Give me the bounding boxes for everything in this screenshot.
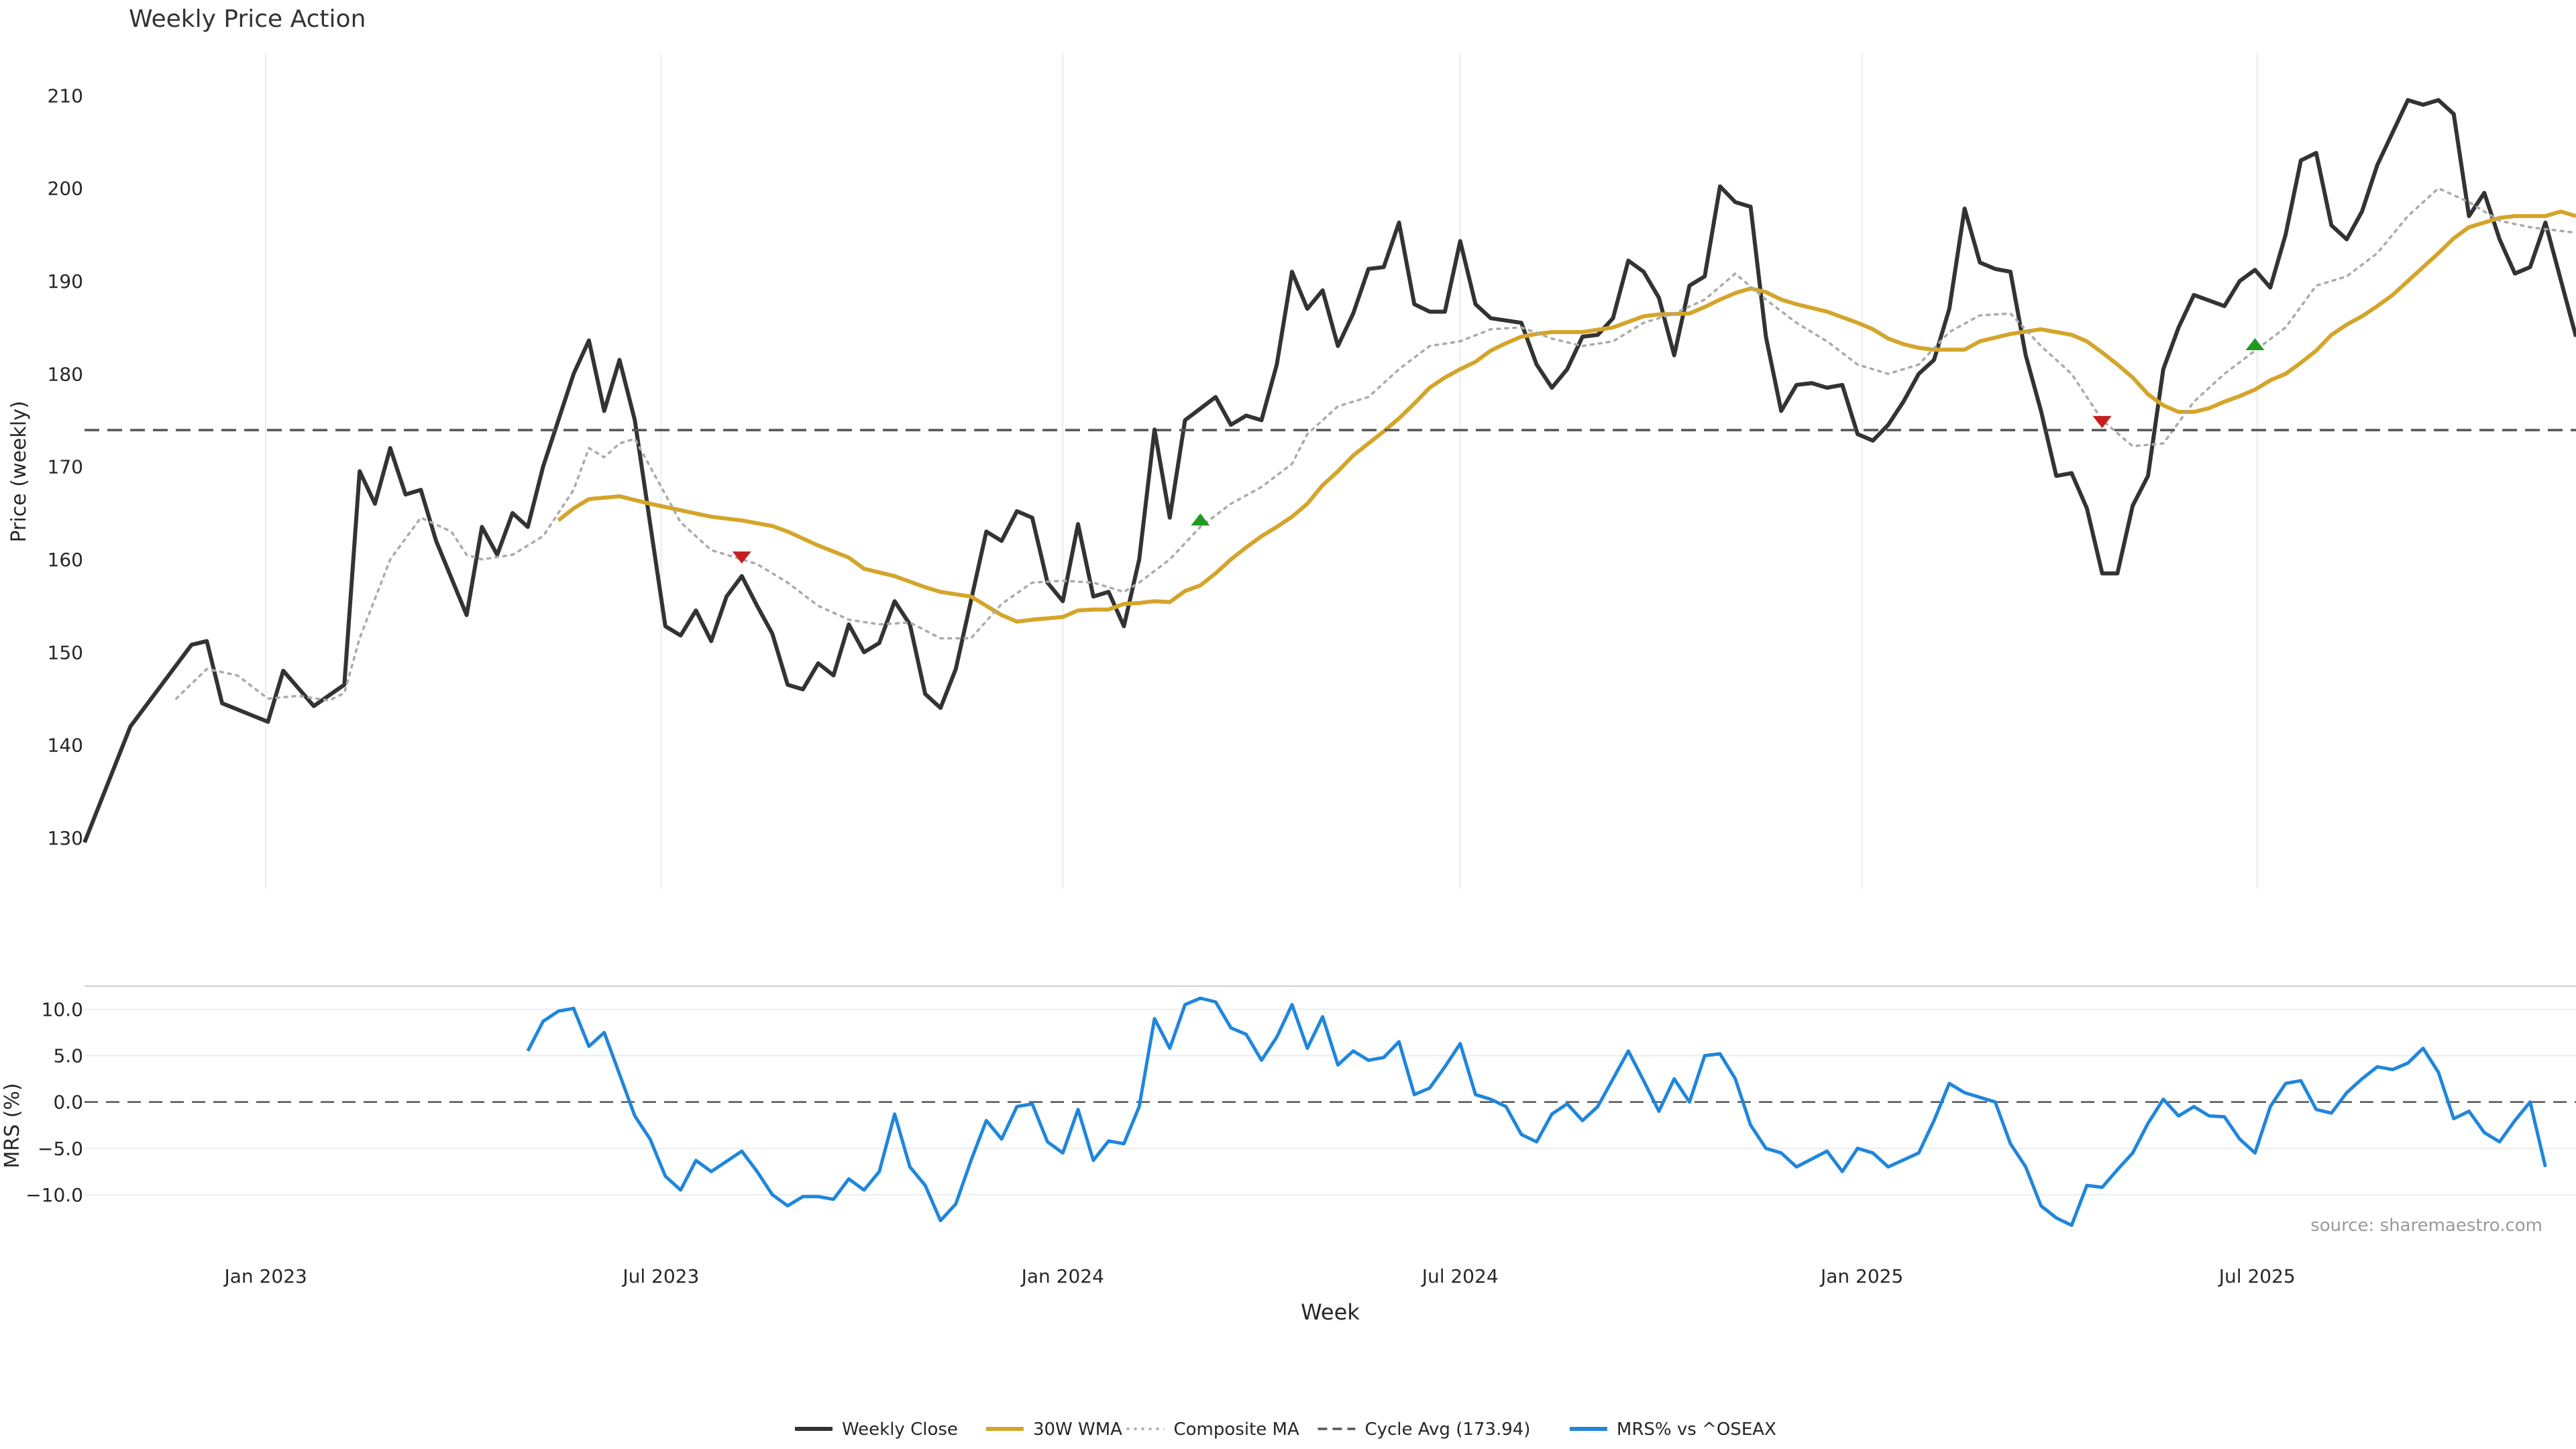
legend-label-composite-ma: Composite MA [1174,1419,1299,1440]
signal-markers [732,337,2265,564]
legend-entry-cycle-avg-173-94: Cycle Avg (173.94) [1318,1419,1530,1440]
series-30w-wma [557,209,2576,624]
buy-signal-marker-1 [1191,513,1210,526]
mrs-y-tick-0: 10.0 [42,999,83,1021]
x-tick-jan-2023: Jan 2023 [223,1265,307,1287]
price-y-tick-160: 160 [48,549,83,571]
price-y-tick-180: 180 [48,363,83,385]
mrs-y-tick-2: 0.0 [53,1091,83,1114]
chart-title: Weekly Price Action [129,5,366,33]
x-tick-jul-2025: Jul 2025 [2218,1265,2296,1287]
legend-entry-composite-ma: Composite MA [1126,1419,1299,1440]
mrs-gridlines [85,985,2576,1195]
x-tick-jul-2024: Jul 2024 [1421,1265,1499,1287]
x-tick-jan-2024: Jan 2024 [1020,1265,1104,1287]
price-y-ticks: 130 140 150 160 170 180 190 200 210 [48,85,83,849]
mrs-y-ticks: 10.0 5.0 0.0 −5.0 −10.0 [25,999,83,1206]
x-tick-jul-2023: Jul 2023 [621,1265,699,1287]
legend-label-weekly-close: Weekly Close [842,1419,958,1440]
sell-signal-marker-2 [2092,416,2112,429]
price-gridlines [265,54,2258,889]
sell-signal-marker-0 [732,551,751,564]
price-y-tick-190: 190 [48,270,83,292]
legend-label-30w-wma: 30W WMA [1033,1419,1122,1440]
price-series [83,98,2576,843]
x-tick-jan-2025: Jan 2025 [1819,1265,1903,1287]
series-mrs-vs-oseax [526,996,2547,1227]
price-y-tick-150: 150 [48,641,83,663]
x-axis-label: Week [1301,1299,1360,1325]
price-y-tick-130: 130 [48,827,83,849]
legend-entry-mrs-vs-oseax: MRS% vs ^OSEAX [1569,1419,1776,1440]
mrs-axis-label: MRS (%) [1,1083,24,1168]
price-y-tick-140: 140 [48,735,83,757]
series-weekly-close [83,98,2576,843]
buy-signal-marker-3 [2245,337,2265,350]
mrs-series [526,996,2547,1227]
x-ticks: Jan 2023 Jul 2023 Jan 2024 Jul 2024 Jan 2025… [223,1265,2296,1287]
mrs-y-tick-1: 5.0 [53,1045,83,1067]
legend-entry-weekly-close: Weekly Close [794,1419,958,1440]
legend-label-mrs-vs-oseax: MRS% vs ^OSEAX [1617,1419,1776,1440]
price-y-tick-170: 170 [48,456,83,478]
legend-entry-30w-wma: 30W WMA [985,1419,1122,1440]
mrs-y-tick-3: −5.0 [38,1138,83,1160]
series-composite-ma [174,186,2576,702]
price-axis-label: Price (weekly) [7,400,31,542]
price-y-tick-210: 210 [48,85,83,107]
mrs-y-tick-4: −10.0 [25,1184,83,1206]
legend-label-cycle-avg-173-94: Cycle Avg (173.94) [1364,1419,1530,1440]
price-y-tick-200: 200 [48,178,83,200]
legend: Weekly Close 30W WMA Composite MA Cycle Avg… [794,1419,1776,1440]
source-annotation: source: sharemaestro.com [2310,1216,2542,1236]
